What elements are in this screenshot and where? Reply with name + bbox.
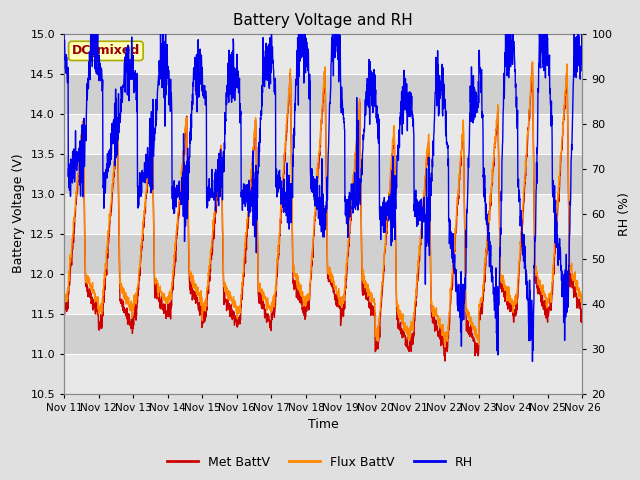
Bar xyxy=(64,154,582,193)
Bar xyxy=(64,354,582,394)
Y-axis label: RH (%): RH (%) xyxy=(618,192,631,236)
Title: Battery Voltage and RH: Battery Voltage and RH xyxy=(234,13,413,28)
Bar xyxy=(64,274,582,313)
Legend: Met BattV, Flux BattV, RH: Met BattV, Flux BattV, RH xyxy=(162,451,478,474)
Bar xyxy=(64,193,582,234)
Y-axis label: Battery Voltage (V): Battery Voltage (V) xyxy=(12,154,25,274)
Bar xyxy=(64,234,582,274)
Bar xyxy=(64,73,582,114)
Bar xyxy=(64,313,582,354)
Bar xyxy=(64,114,582,154)
X-axis label: Time: Time xyxy=(308,418,339,431)
Bar xyxy=(64,34,582,73)
Text: DC_mixed: DC_mixed xyxy=(72,44,140,58)
